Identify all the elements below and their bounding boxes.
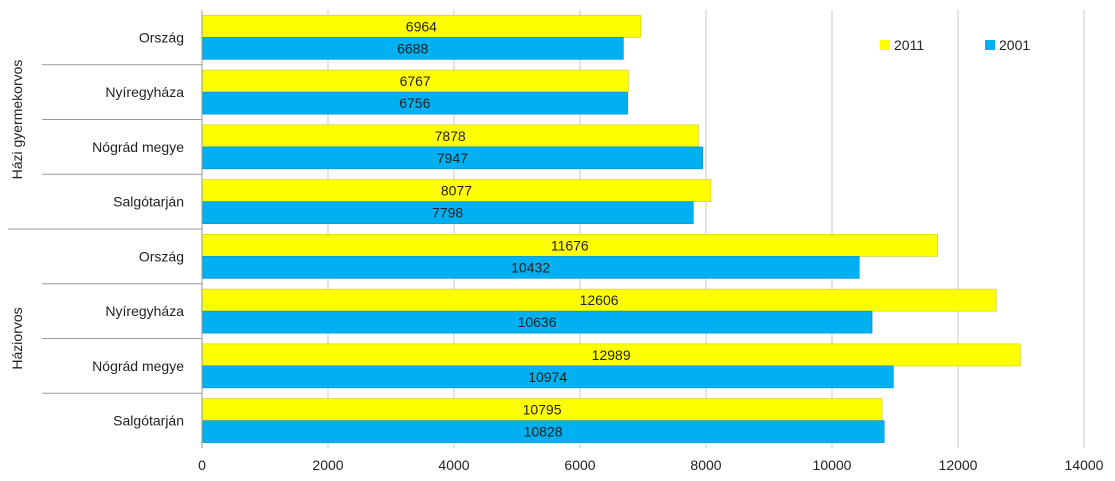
data-label: 8077 (441, 183, 472, 199)
data-label: 7798 (432, 205, 463, 221)
data-label: 10432 (511, 259, 550, 275)
category-label: Nyíregyháza (105, 84, 184, 100)
legend-label: 2001 (999, 37, 1030, 53)
data-label: 7878 (435, 128, 466, 144)
x-tick-label: 14000 (1065, 457, 1104, 473)
data-label: 11676 (551, 237, 589, 253)
x-tick-label: 2000 (312, 457, 343, 473)
axes: 0 2000 4000 6000 8000 10000 12000 14000 Ország Ny… (8, 10, 1104, 473)
data-label: 10974 (528, 369, 567, 385)
category-label: Salgótarján (113, 413, 184, 429)
data-label: 6964 (406, 18, 437, 34)
data-label: 12606 (580, 292, 619, 308)
category-label: Nyíregyháza (105, 303, 184, 319)
data-label: 6756 (399, 95, 430, 111)
legend-swatch-2001 (985, 40, 995, 50)
x-tick-label: 8000 (690, 457, 721, 473)
category-label: Ország (139, 29, 184, 45)
x-tick-label: 0 (198, 457, 206, 473)
group-label: Háziorvos (9, 307, 25, 369)
category-label: Salgótarján (113, 194, 184, 210)
category-label: Ország (139, 248, 184, 264)
x-tick-label: 6000 (564, 457, 595, 473)
group-label: Házi gyermekorvos (9, 60, 25, 180)
legend-label: 2011 (894, 37, 924, 53)
data-label: 12989 (592, 347, 631, 363)
data-label: 7947 (437, 150, 468, 166)
data-label: 6767 (400, 73, 431, 89)
data-label: 10795 (523, 402, 562, 418)
x-tick-label: 4000 (438, 457, 469, 473)
category-label: Nógrád megye (92, 358, 184, 374)
legend-swatch-2011 (880, 40, 890, 50)
legend: 2011 2001 (880, 37, 1030, 53)
x-tick-label: 12000 (939, 457, 978, 473)
data-label: 6688 (397, 40, 428, 56)
data-labels: 6964 6688 6767 6756 7878 7947 8077 7798 11676104… (397, 18, 631, 439)
bars (201, 15, 1021, 443)
data-label: 10828 (524, 424, 563, 440)
x-tick-label: 10000 (813, 457, 852, 473)
category-label: Nógrád megye (92, 139, 184, 155)
data-label: 10636 (518, 314, 557, 330)
